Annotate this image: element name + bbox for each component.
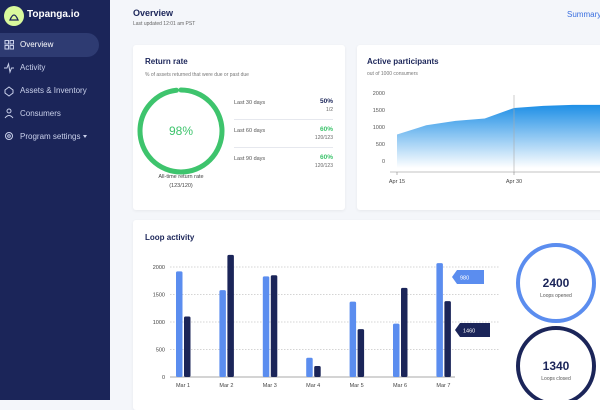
bar [270,275,278,377]
bar [444,301,451,377]
bar [262,276,270,377]
page: Topanga.io Overview Activity Assets & In… [0,0,600,400]
return-rate-card: Return rate % of assets returned that we… [133,45,345,210]
nav-item[interactable]: Program settings [20,132,87,141]
row-percent: 60% [319,154,333,161]
gauge-arc [137,87,225,175]
row-label: Last 90 days [234,156,266,162]
x-tick-label: Mar 4 [306,383,320,389]
row-count: 1/2 [326,107,333,113]
annotation: 1460 [463,329,475,335]
row-count: 120/123 [314,135,333,141]
bar [219,290,226,377]
sidebar: Topanga.io Overview Activity Assets & In… [0,0,110,400]
annotation: 980 [460,276,469,282]
row-count: 120/123 [314,163,333,169]
card-title: Active participants [367,57,439,66]
total-label: Loops opened [540,293,572,299]
participants-chart: 0 500 1000 1500 2000 Apr 15 Apr 30 [373,91,600,185]
y-tick-label: 0 [162,375,165,381]
nav-item[interactable]: Consumers [20,109,61,118]
y-tick-label: 0 [382,159,385,165]
bar [184,316,191,377]
active-nav-bg [0,33,99,57]
y-tick-label: 1000 [153,320,165,326]
bar [393,323,400,377]
total-ring [516,243,596,323]
bar [357,329,365,377]
x-tick-label: Mar 2 [219,383,233,389]
y-tick-label: 2000 [153,265,165,271]
card-subtitle: out of 1000 consumers [367,71,418,77]
total-value: 1340 [543,359,570,373]
summary-link[interactable]: Summary [567,10,600,19]
y-tick-label: 1000 [373,125,385,131]
y-tick-label: 1500 [153,293,165,299]
nav-item[interactable]: Activity [20,63,46,72]
brand[interactable]: Topanga.io [27,9,80,20]
total-ring [516,326,596,400]
total-value: 2400 [543,276,570,290]
logo [4,6,24,26]
card-title: Return rate [145,57,188,66]
bar [227,254,234,377]
y-tick-label: 2000 [373,91,385,97]
x-tick-label: Mar 7 [436,383,450,389]
bar [436,263,443,377]
y-tick-label: 500 [376,142,385,148]
area [397,104,600,168]
card-title: Loop activity [145,233,195,242]
bar [314,366,321,377]
nav-item[interactable]: Overview [20,40,54,49]
bar [401,287,408,377]
nav-item[interactable]: Assets & Inventory [20,86,87,95]
row-separator [234,119,333,120]
x-tick-label: Apr 30 [506,179,522,185]
x-tick-label: Mar 6 [393,383,407,389]
bar [349,301,357,377]
bar [176,271,183,377]
row-percent: 60% [319,126,333,133]
gauge-caption: All-time return rate (123/120) [158,174,204,189]
row-percent: 50% [319,98,333,105]
total-label: Loops closed [541,376,571,382]
annotation-tag [452,270,484,284]
bar [306,357,313,377]
gauge: 98% [137,87,225,175]
row-label: Last 30 days [234,100,266,106]
x-tick-label: Mar 3 [263,383,277,389]
x-tick-label: Mar 1 [176,383,190,389]
nav-icons [4,40,14,140]
x-tick-label: Apr 15 [389,179,405,185]
y-tick-label: 500 [156,348,165,354]
row-label: Last 60 days [234,128,266,134]
card-subtitle: % of assets returned that were due or pa… [145,72,249,78]
row-separator [234,147,333,148]
gauge-label: 98% [169,124,193,138]
page-title: Overview [133,8,174,18]
annotation-tag [455,323,490,337]
page-subtitle: Last updated 12:01 am PST [133,21,196,27]
y-tick-label: 1500 [373,108,385,114]
x-tick-label: Mar 5 [350,383,364,389]
loop-chart: 0 500 1000 1500 2000 Mar 1 Mar 2 Mar 3 Mar 4 Mar … [153,243,596,400]
